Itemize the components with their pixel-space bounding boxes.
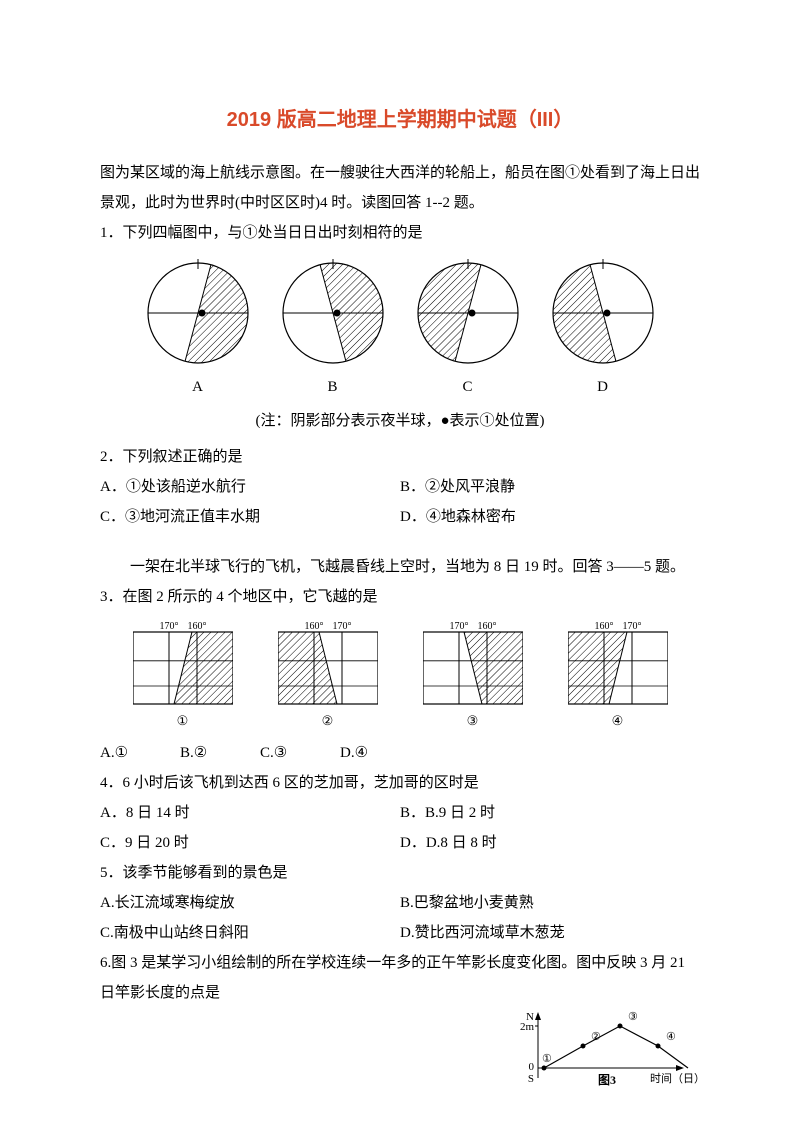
svg-text:②: ② — [591, 1031, 601, 1043]
page-title: 2019 版高二地理上学期期中试题（III） — [100, 100, 700, 140]
rect-diagram-1: 160° 170° — [278, 618, 378, 706]
svg-text:170°: 170° — [622, 621, 641, 632]
q4-stem: 4．6 小时后该飞机到达西 6 区的芝加哥，芝加哥的区时是 — [100, 768, 700, 798]
q3-opt-a: A.① — [100, 738, 180, 768]
svg-text:④: ④ — [666, 1031, 676, 1043]
svg-text:2m: 2m — [520, 1021, 535, 1033]
q4-opt-b: B．B.9 日 2 时 — [400, 798, 700, 828]
q2-opt-a: A．①处该船逆水航行 — [100, 472, 400, 502]
q3-opt-c: C.③ — [260, 738, 340, 768]
q3-opt-d: D.④ — [340, 738, 420, 768]
q1-note: (注：阴影部分表示夜半球，●表示①处位置) — [100, 406, 700, 436]
svg-text:160°: 160° — [187, 621, 206, 632]
q3-rect-row: 170° 160° 160° 170° 170° 160° — [110, 618, 690, 706]
q2-opt-c: C．③地河流正值丰水期 — [100, 502, 400, 532]
q3-rect-labels: ① ② ③ ④ — [110, 708, 690, 734]
svg-text:③: ③ — [628, 1011, 638, 1023]
q4-opt-c: C．9 日 20 时 — [100, 828, 400, 858]
circle-diagram-3 — [548, 258, 658, 368]
q5-stem: 5．该季节能够看到的景色是 — [100, 858, 700, 888]
svg-text:时间（日）: 时间（日） — [650, 1072, 700, 1085]
circle-diagram-2 — [413, 258, 523, 368]
q5-options: A.长江流域寒梅绽放 B.巴黎盆地小麦黄熟 C.南极中山站终日斜阳 D.赞比西河… — [100, 888, 700, 948]
q3-stem: 3．在图 2 所示的 4 个地区中，它飞越的是 — [100, 582, 700, 612]
circle-diagram-0 — [143, 258, 253, 368]
q2-opt-d: D．④地森林密布 — [400, 502, 700, 532]
rect-diagram-2: 170° 160° — [423, 618, 523, 706]
svg-text:170°: 170° — [159, 621, 178, 632]
q1-stem: 1．下列四幅图中，与①处当日日出时刻相符的是 — [100, 218, 700, 248]
q1-label-b: B — [273, 372, 393, 402]
svg-text:①: ① — [542, 1053, 552, 1065]
rect-diagram-3: 160° 170° — [568, 618, 668, 706]
q2-opt-b: B．②处风平浪静 — [400, 472, 700, 502]
q3-opt-b: B.② — [180, 738, 260, 768]
q1-circle-row — [130, 258, 670, 368]
q5-opt-d: D.赞比西河流域草木葱茏 — [400, 918, 700, 948]
q1-circle-labels: A B C D — [130, 372, 670, 402]
svg-text:160°: 160° — [304, 621, 323, 632]
fig3: N 2m 0 S ①②③④ 图3 时间（日） — [510, 1008, 700, 1088]
fig3-chart: N 2m 0 S ①②③④ 图3 时间（日） — [510, 1008, 700, 1088]
rect-diagram-0: 170° 160° — [133, 618, 233, 706]
q1-label-c: C — [408, 372, 528, 402]
q5-opt-c: C.南极中山站终日斜阳 — [100, 918, 400, 948]
q3-label-3: ③ — [418, 708, 528, 734]
svg-text:160°: 160° — [594, 621, 613, 632]
svg-text:160°: 160° — [477, 621, 496, 632]
svg-text:S: S — [528, 1073, 534, 1085]
q3-options: A.① B.② C.③ D.④ — [100, 738, 700, 768]
q3-label-1: ① — [128, 708, 238, 734]
q1-label-a: A — [138, 372, 258, 402]
q4-opt-d: D．D.8 日 8 时 — [400, 828, 700, 858]
q2-stem: 2．下列叙述正确的是 — [100, 442, 700, 472]
q4-options: A．8 日 14 时 B．B.9 日 2 时 C．9 日 20 时 D．D.8 … — [100, 798, 700, 858]
circle-diagram-1 — [278, 258, 388, 368]
q5-opt-b: B.巴黎盆地小麦黄熟 — [400, 888, 700, 918]
q6-stem: 6.图 3 是某学习小组绘制的所在学校连续一年多的正午竿影长度变化图。图中反映 … — [100, 948, 700, 1008]
q2-options: A．①处该船逆水航行 B．②处风平浪静 C．③地河流正值丰水期 D．④地森林密布 — [100, 472, 700, 532]
svg-text:170°: 170° — [332, 621, 351, 632]
q4-opt-a: A．8 日 14 时 — [100, 798, 400, 828]
intro-2: 一架在北半球飞行的飞机，飞越晨昏线上空时，当地为 8 日 19 时。回答 3——… — [100, 552, 700, 582]
intro-1: 图为某区域的海上航线示意图。在一艘驶往大西洋的轮船上，船员在图①处看到了海上日出… — [100, 158, 700, 218]
q1-label-d: D — [543, 372, 663, 402]
svg-text:图3: 图3 — [598, 1073, 616, 1087]
svg-text:0: 0 — [529, 1061, 535, 1073]
q3-label-2: ② — [273, 708, 383, 734]
q3-label-4: ④ — [563, 708, 673, 734]
svg-text:170°: 170° — [449, 621, 468, 632]
q5-opt-a: A.长江流域寒梅绽放 — [100, 888, 400, 918]
